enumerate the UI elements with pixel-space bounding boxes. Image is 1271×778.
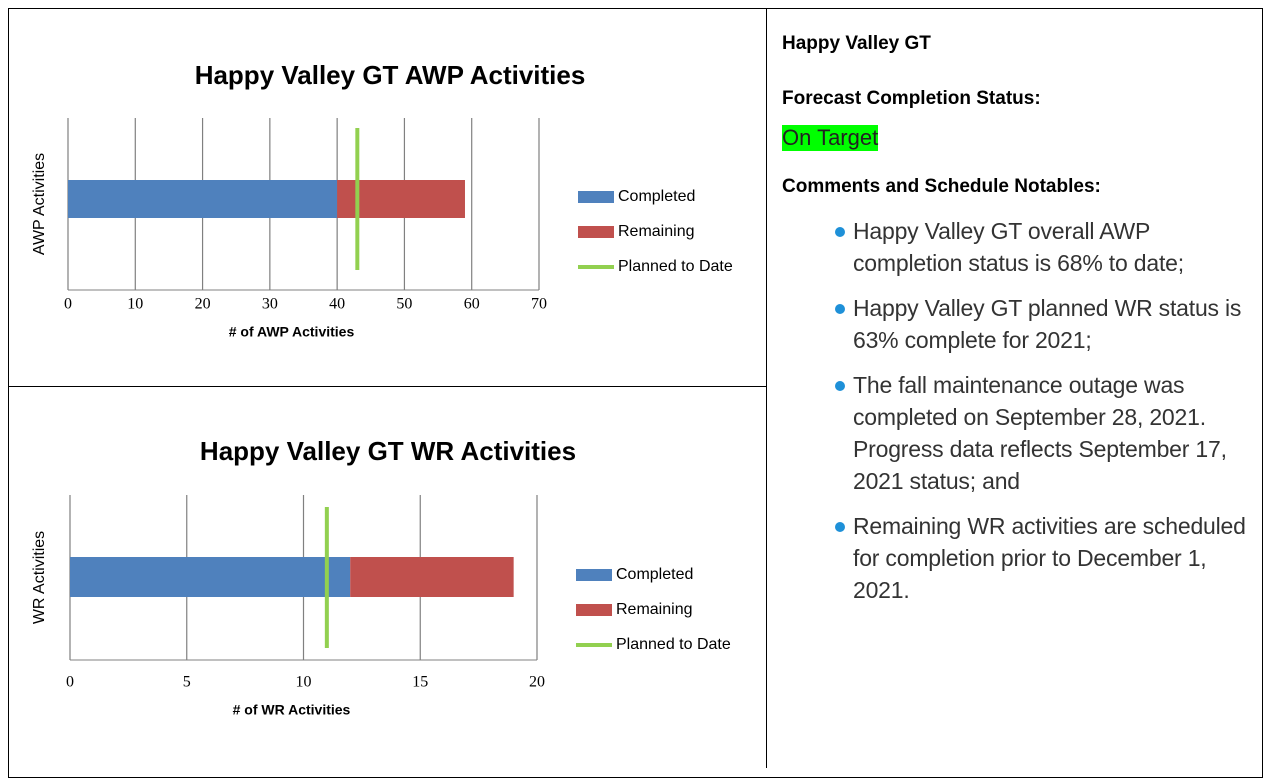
x-tick-label: 5 bbox=[183, 674, 191, 691]
status-label: Forecast Completion Status: bbox=[782, 88, 1041, 109]
x-tick-label: 40 bbox=[329, 296, 345, 313]
bullet-list: Happy Valley GT overall AWP completion s… bbox=[782, 215, 1260, 606]
bullet: Remaining WR activities are scheduled fo… bbox=[782, 510, 1260, 606]
bar bbox=[350, 557, 514, 597]
x-tick-label: 0 bbox=[64, 296, 72, 313]
panel-title: Happy Valley GT bbox=[782, 33, 931, 54]
x-tick-label: 70 bbox=[531, 296, 547, 313]
x-tick-label: 30 bbox=[262, 296, 278, 313]
legend-label: Remaining bbox=[616, 601, 692, 618]
legend-swatch bbox=[576, 604, 612, 616]
x-tick-label: 60 bbox=[464, 296, 480, 313]
x-tick-label: 15 bbox=[412, 674, 428, 691]
bar bbox=[70, 557, 351, 597]
x-tick-label: 10 bbox=[296, 674, 312, 691]
x-axis-title: # of WR Activities bbox=[233, 702, 351, 718]
legend-swatch bbox=[576, 569, 612, 581]
bullet: Happy Valley GT overall AWP completion s… bbox=[782, 215, 1260, 279]
comments-label: Comments and Schedule Notables: bbox=[782, 176, 1101, 197]
charts: Happy Valley GT AWP Activities # of AWP A… bbox=[31, 60, 733, 718]
divider bbox=[766, 8, 767, 768]
bullet: Happy Valley GT planned WR status is 63%… bbox=[782, 292, 1260, 356]
status: On Target bbox=[782, 125, 879, 151]
legend-label: Planned to Date bbox=[618, 258, 733, 275]
x-tick-label: 0 bbox=[66, 674, 74, 691]
legend-swatch bbox=[578, 226, 614, 238]
bullet: The fall maintenance outage was complete… bbox=[782, 369, 1260, 497]
legend-label: Remaining bbox=[618, 223, 694, 240]
x-tick-label: 20 bbox=[195, 296, 211, 313]
legend-label: Completed bbox=[616, 566, 693, 583]
x-tick-label: 50 bbox=[396, 296, 412, 313]
y-axis-title: AWP Activities bbox=[31, 153, 48, 255]
legend-swatch bbox=[578, 191, 614, 203]
divider bbox=[8, 386, 766, 387]
legend-label: Completed bbox=[618, 188, 695, 205]
x-tick-label: 10 bbox=[127, 296, 143, 313]
chart-title: Happy Valley GT AWP Activities bbox=[195, 60, 586, 90]
x-axis-title: # of AWP Activities bbox=[229, 324, 355, 340]
legend-label: Planned to Date bbox=[616, 636, 731, 653]
x-tick-label: 20 bbox=[529, 674, 545, 691]
y-axis-title: WR Activities bbox=[31, 531, 48, 624]
status-panel: Happy Valley GT Forecast Completion Stat… bbox=[782, 30, 1260, 619]
chart-title: Happy Valley GT WR Activities bbox=[200, 436, 576, 466]
bar bbox=[68, 180, 338, 218]
